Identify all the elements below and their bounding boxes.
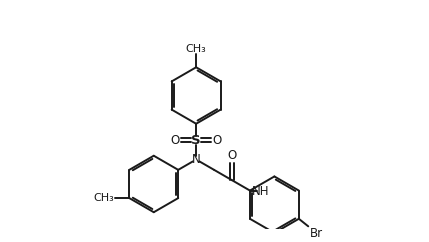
Text: O: O [212,134,221,147]
Text: N: N [192,153,200,166]
Text: NH: NH [252,185,269,198]
Text: O: O [171,134,180,147]
Text: Br: Br [310,227,323,240]
Text: S: S [191,134,201,147]
Text: O: O [227,149,237,162]
Text: CH₃: CH₃ [94,193,114,203]
Text: CH₃: CH₃ [186,44,206,54]
